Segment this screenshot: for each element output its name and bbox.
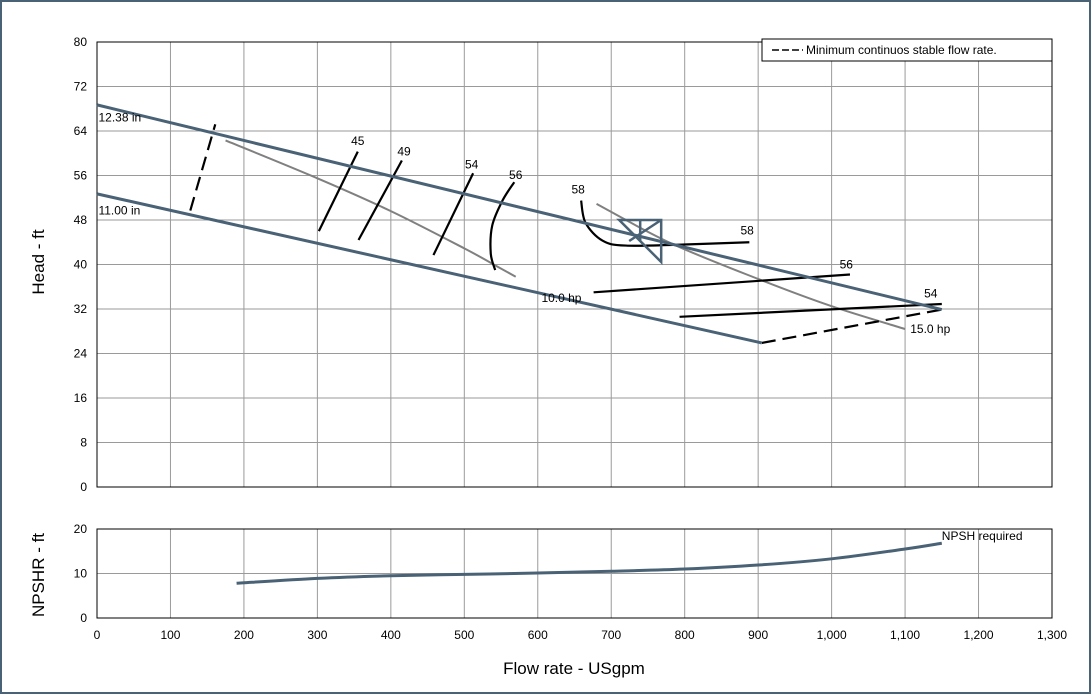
series-labels: 12.38 in 11.00 in 45 49 54 56 58 58 56 54 10.0 hp 1… (98, 111, 1022, 544)
x-tick-label: 0 (94, 628, 101, 642)
series-label: NPSH required (942, 529, 1023, 543)
main-y-tick-label: 48 (74, 213, 88, 227)
x-tick-label: 600 (528, 628, 548, 642)
efficiency-curve (357, 159, 403, 241)
main-y-tick-label: 72 (74, 80, 88, 94)
x-axis-label: Flow rate - USgpm (503, 659, 645, 678)
efficiency-curve (489, 181, 516, 271)
grid (96, 41, 1053, 619)
power-curve (596, 202, 906, 330)
series-label: 56 (840, 257, 854, 271)
series-label: 10.0 hp (541, 291, 581, 305)
x-tick-label: 900 (748, 628, 768, 642)
x-tick-label: 300 (307, 628, 327, 642)
main-y-tick-label: 56 (74, 169, 88, 183)
npsh-plot-area (96, 528, 1053, 619)
main-y-tick-label: 64 (74, 124, 88, 138)
npsh-y-axis-label: NPSHR - ft (29, 533, 48, 617)
x-tick-label: 700 (601, 628, 621, 642)
main-y-tick-label: 8 (80, 436, 87, 450)
series-label: 56 (509, 168, 523, 182)
npsh-y-tick-label: 20 (74, 522, 88, 536)
x-tick-label: 1,300 (1037, 628, 1067, 642)
legend-box (761, 38, 1053, 62)
series-label: 15.0 hp (910, 322, 950, 336)
series-label: 12.38 in (98, 111, 141, 125)
main-y-tick-label: 24 (74, 347, 88, 361)
efficiency-curve (679, 302, 942, 318)
legend: Minimum continuos stable flow rate. (761, 38, 1053, 62)
main-plot-area (96, 41, 1053, 488)
series-label: 49 (397, 144, 411, 158)
main-y-tick-label: 16 (74, 391, 88, 405)
main-y-tick-label: 40 (74, 258, 88, 272)
impeller-curve (96, 103, 943, 312)
min-flow-curve (761, 308, 943, 345)
npsh-y-tick-label: 10 (74, 567, 88, 581)
x-tick-label: 1,100 (890, 628, 920, 642)
x-tick-label: 1,200 (964, 628, 994, 642)
legend-label: Minimum continuos stable flow rate. (806, 43, 997, 57)
x-tick-label: 400 (381, 628, 401, 642)
x-tick-label: 500 (454, 628, 474, 642)
main-y-tick-label: 80 (74, 35, 88, 49)
series-label: 45 (351, 134, 365, 148)
x-tick-label: 100 (160, 628, 180, 642)
efficiency-curve (317, 151, 359, 232)
npsh-y-tick-label: 0 (80, 611, 87, 625)
efficiency-curve (580, 200, 750, 247)
series-label: 58 (740, 223, 754, 237)
main-y-tick-label: 0 (80, 480, 87, 494)
series-label: 54 (465, 157, 479, 171)
min-flow-curve (189, 124, 217, 211)
series-label: 11.00 in (98, 203, 140, 217)
series-label: 58 (571, 182, 585, 196)
series-label: 54 (924, 286, 938, 300)
x-tick-label: 1,000 (817, 628, 847, 642)
impeller-curve (96, 192, 763, 345)
plot-lines (96, 103, 943, 585)
main-y-tick-label: 32 (74, 302, 88, 316)
x-tick-label: 200 (234, 628, 254, 642)
x-tick-label: 800 (675, 628, 695, 642)
main-y-axis-label: Head - ft (29, 229, 48, 294)
bep-marker (616, 218, 663, 266)
npsh-curve (236, 541, 943, 585)
efficiency-curve (432, 172, 475, 256)
